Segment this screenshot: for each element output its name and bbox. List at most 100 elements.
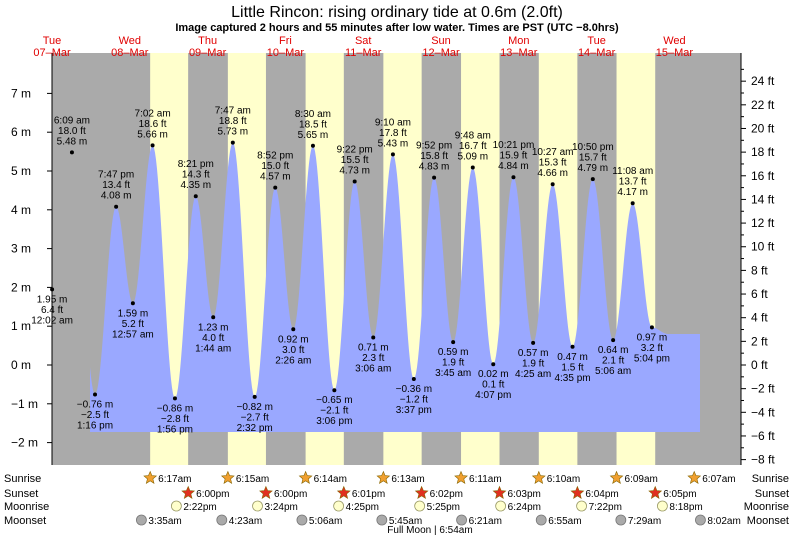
moonset-icon [136,514,147,526]
tide-point [211,315,216,320]
tide-label: 9:52 pm [416,141,452,152]
tide-label: 4.84 m [498,161,529,172]
sunset-icon [181,485,196,499]
tide-point [352,179,357,184]
tide-point [451,340,456,345]
y-right-tick-label: −4 ft [751,405,775,419]
tide-point [93,392,98,397]
tide-label: 15.7 ft [579,153,607,164]
day-of-week-label: Thu [198,35,217,47]
tide-point [114,204,119,209]
moonset-time: 7:29am [628,516,661,527]
tide-label: 10:21 pm [493,140,535,151]
tide-area [90,142,700,432]
moonrise-time: 5:25pm [427,502,460,513]
sunset-time: 6:02pm [430,489,463,500]
tide-point [649,325,654,330]
day-of-week-label: Tue [587,35,606,47]
tide-label: 5:04 pm [634,353,670,364]
almanac-row-label: Moonrise [4,501,49,513]
tide-label: 12:57 am [112,329,154,340]
chart-title: Little Rincon: rising ordinary tide at 0… [231,4,563,21]
tide-point [390,152,395,157]
moonset-time: 6:21am [469,516,502,527]
tide-label: 10:27 am [532,147,574,158]
sunrise-time: 6:15am [236,474,269,485]
almanac-row-label: Sunset [4,488,38,500]
y-right-tick-label: 20 ft [751,121,775,135]
tide-label: 17.8 ft [379,128,407,139]
sunrise-icon [609,470,624,484]
tide-label: 9:22 pm [337,144,373,155]
y-right-tick-label: 8 ft [751,263,768,277]
tide-point [432,175,437,180]
sunset-time: 6:04pm [585,489,618,500]
tide-label: 0.02 m [478,369,509,380]
moon-phase-note: Full Moon | 6:54am [387,525,472,536]
almanac-row-label: Sunrise [752,473,789,485]
y-left-tick-label: 2 m [11,280,31,294]
sunrise-time: 6:11am [469,474,502,485]
tide-label: 0.47 m [557,352,588,363]
tide-label: 15.3 ft [539,158,567,169]
tide-label: 7:02 am [135,108,171,119]
date-label: 09–Mar [189,47,227,59]
moonrise-time: 6:24pm [508,502,541,513]
y-left-tick-label: 7 m [11,86,31,100]
y-right-tick-label: 6 ft [751,287,768,301]
sunrise-time: 6:14am [314,474,347,485]
tide-label: 5.73 m [218,127,249,138]
tide-label: 5.65 m [298,130,329,141]
y-left-tick-label: −1 m [11,397,38,411]
almanac-row-label: Moonset [4,515,46,527]
tide-label: 4:07 pm [475,390,511,401]
tide-label: 5.09 m [457,152,488,163]
y-right-tick-label: 18 ft [751,145,775,159]
tide-label: 1:16 pm [77,420,113,431]
date-label: 11–Mar [345,47,382,59]
tide-point [371,335,376,340]
tide-label: 1.59 m [118,308,149,319]
day-of-week-label: Wed [119,35,141,47]
tide-label: 1.9 ft [442,358,464,369]
y-right-tick-label: 10 ft [751,240,775,254]
tide-label: 18.5 ft [299,119,327,130]
tide-label: 9:48 am [455,131,491,142]
date-label: 13–Mar [500,47,538,59]
moonrise-time: 7:22pm [589,502,622,513]
moonset-icon [695,514,706,526]
y-right-tick-label: 0 ft [751,358,768,372]
tide-point [130,301,135,306]
sunset-icon [336,485,351,499]
tide-label: 13.7 ft [619,177,647,188]
tide-point [491,362,496,367]
moonset-icon [615,514,627,526]
sunrise-time: 6:07am [702,474,735,485]
tide-label: 2.3 ft [362,353,384,364]
tide-point [193,194,198,199]
tide-label: −0.86 m [157,403,193,414]
moonset-time: 5:06am [309,516,342,527]
tide-point [531,340,536,345]
day-of-week-label: Tue [43,35,62,47]
moonset-icon [456,514,467,526]
tide-label: 10:50 pm [572,142,614,153]
sunset-icon [414,485,429,499]
y-left-tick-label: 3 m [11,242,31,256]
tide-point [590,177,595,182]
moonrise-time: 8:18pm [669,502,702,513]
tide-point [611,338,616,343]
tide-label: 4.0 ft [202,333,224,344]
tide-label: 8:30 am [295,109,331,120]
moonrise-time: 3:24pm [265,502,298,513]
tide-point [511,175,516,180]
tide-label: 3.2 ft [641,343,663,354]
y-left-tick-label: 5 m [11,164,31,178]
tide-label: 15.5 ft [341,155,369,166]
tide-label: 4.73 m [339,165,370,176]
moonset-icon [216,514,228,526]
tide-point [470,165,475,170]
tide-label: 2:26 am [275,355,311,366]
day-of-week-label: Wed [663,35,685,47]
